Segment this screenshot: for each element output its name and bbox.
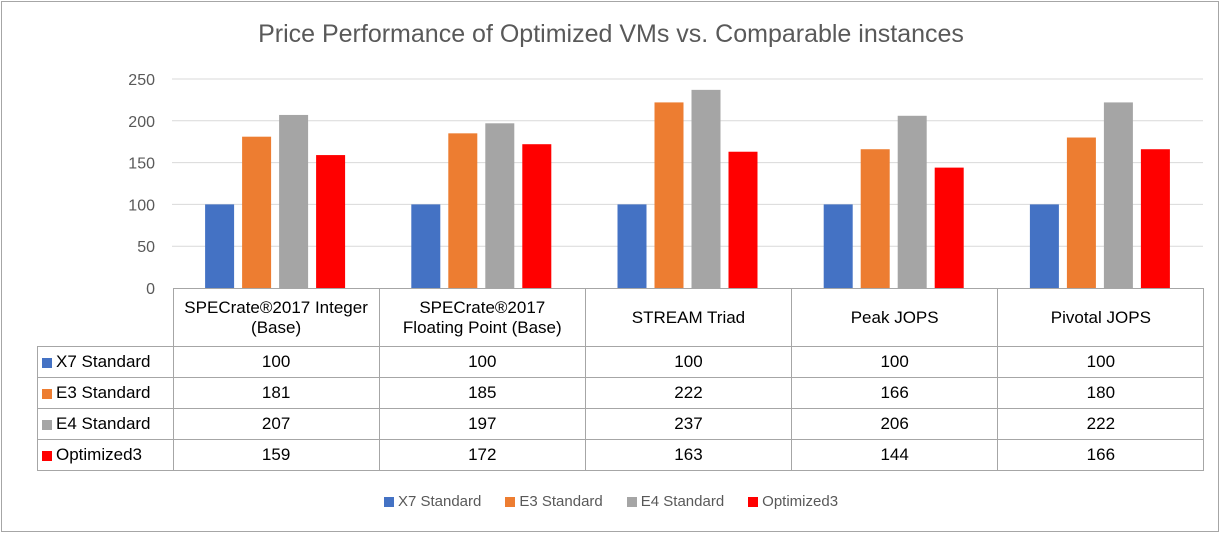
category-label: SPECrate®2017 bbox=[419, 297, 546, 317]
chart-title: Price Performance of Optimized VMs vs. C… bbox=[258, 20, 964, 48]
category-header: STREAM Triad bbox=[584, 288, 793, 347]
category-header: Pivotal JOPS bbox=[997, 288, 1205, 347]
legend-label: E4 Standard bbox=[640, 493, 725, 510]
data-cell: 166 bbox=[791, 377, 999, 409]
bar-e3-standard bbox=[1066, 137, 1096, 288]
bar-e3-standard bbox=[448, 133, 478, 288]
legend-swatch-icon bbox=[748, 497, 759, 508]
legend-key-icon bbox=[42, 419, 52, 430]
category-header: SPECrate®2017 Integer (Base) bbox=[172, 288, 380, 347]
series-name: X7 Standard bbox=[56, 352, 151, 371]
category-label-line2: (Base) bbox=[251, 317, 302, 337]
data-cell: 100 bbox=[791, 346, 999, 378]
data-cell: 222 bbox=[997, 408, 1205, 440]
bar-e3-standard bbox=[654, 102, 684, 289]
bar-e3-standard bbox=[242, 136, 272, 288]
legend-swatch-icon bbox=[383, 497, 394, 508]
series-label-cell: E3 Standard bbox=[37, 377, 174, 409]
category-label: STREAM Triad bbox=[631, 307, 746, 327]
data-cell: 100 bbox=[997, 346, 1205, 378]
bar-x7-standard bbox=[411, 204, 441, 288]
bar-optimized3 bbox=[316, 155, 346, 288]
category-label: Pivotal JOPS bbox=[1050, 307, 1151, 327]
bar-x7-standard bbox=[1029, 204, 1059, 288]
legend-key-icon bbox=[42, 357, 52, 368]
data-cell: 180 bbox=[997, 377, 1205, 409]
y-tick-label: 50 bbox=[137, 239, 155, 256]
data-table: SPECrate®2017 Integer (Base) SPECrate®2017… bbox=[37, 288, 1205, 471]
data-cell: 181 bbox=[172, 377, 380, 409]
bar-e4-standard bbox=[485, 123, 515, 288]
data-cell: 100 bbox=[584, 346, 793, 378]
legend-label: Optimized3 bbox=[762, 493, 839, 510]
bar-x7-standard bbox=[823, 204, 853, 288]
series-name: E3 Standard bbox=[56, 383, 151, 402]
data-cell: 100 bbox=[172, 346, 380, 378]
category-header: SPECrate®2017 Floating Point (Base) bbox=[378, 288, 586, 347]
legend-key-icon bbox=[42, 450, 52, 461]
series-label-cell: Optimized3 bbox=[37, 439, 174, 471]
legend-label: X7 Standard bbox=[397, 493, 482, 510]
bar-optimized3 bbox=[522, 144, 552, 288]
bar-x7-standard bbox=[617, 204, 647, 288]
category-label: Peak JOPS bbox=[850, 307, 939, 327]
table-row: Optimized3 159 172 163 144 166 bbox=[37, 439, 1205, 471]
data-cell: 222 bbox=[584, 377, 793, 409]
category-header: Peak JOPS bbox=[791, 288, 999, 347]
legend-label: E3 Standard bbox=[519, 493, 603, 510]
bar-x7-standard bbox=[205, 204, 235, 288]
legend-item: Optimized3 bbox=[748, 493, 838, 510]
data-cell: 207 bbox=[172, 408, 380, 440]
legend: X7 Standard E3 Standard E4 Standard Optimiz… bbox=[0, 493, 1222, 510]
table-row: X7 Standard 100 100 100 100 100 bbox=[37, 346, 1205, 378]
legend-swatch-icon bbox=[626, 497, 637, 508]
y-tick-label: 200 bbox=[128, 114, 155, 131]
data-cell: 172 bbox=[378, 439, 586, 471]
category-label-line2: Floating Point (Base) bbox=[402, 317, 562, 337]
table-row: E4 Standard 207 197 237 206 222 bbox=[37, 408, 1205, 440]
y-tick-label: 100 bbox=[128, 197, 155, 214]
series-label-cell: X7 Standard bbox=[37, 346, 174, 378]
data-cell: 206 bbox=[791, 408, 999, 440]
series-name: Optimized3 bbox=[56, 445, 142, 464]
legend-item: E4 Standard bbox=[626, 493, 725, 510]
y-tick-label: 250 bbox=[128, 72, 155, 89]
data-cell: 185 bbox=[378, 377, 586, 409]
series-name: E4 Standard bbox=[56, 414, 151, 433]
data-cell: 163 bbox=[584, 439, 793, 471]
table-corner bbox=[38, 289, 174, 347]
data-cell: 100 bbox=[378, 346, 586, 378]
category-label: SPECrate®2017 Integer bbox=[184, 297, 368, 317]
legend-item: X7 Standard bbox=[383, 493, 482, 510]
y-tick-label: 150 bbox=[128, 156, 155, 173]
data-cell: 159 bbox=[172, 439, 380, 471]
legend-swatch-icon bbox=[505, 497, 516, 508]
bar-optimized3 bbox=[728, 151, 758, 288]
data-cell: 144 bbox=[791, 439, 999, 471]
bar-e4-standard bbox=[1103, 102, 1133, 289]
legend-item: E3 Standard bbox=[505, 493, 603, 510]
bar-e3-standard bbox=[860, 149, 890, 288]
legend-key-icon bbox=[42, 388, 52, 399]
bar-e4-standard bbox=[897, 115, 927, 288]
y-tick-label: 0 bbox=[146, 281, 155, 298]
bar-e4-standard bbox=[279, 114, 309, 288]
data-cell: 166 bbox=[997, 439, 1205, 471]
data-cell: 237 bbox=[584, 408, 793, 440]
data-cell: 197 bbox=[378, 408, 586, 440]
table-row: E3 Standard 181 185 222 166 180 bbox=[37, 377, 1205, 409]
bar-optimized3 bbox=[1140, 149, 1170, 288]
series-label-cell: E4 Standard bbox=[37, 408, 174, 440]
bar-e4-standard bbox=[691, 89, 721, 288]
bar-optimized3 bbox=[934, 167, 964, 288]
